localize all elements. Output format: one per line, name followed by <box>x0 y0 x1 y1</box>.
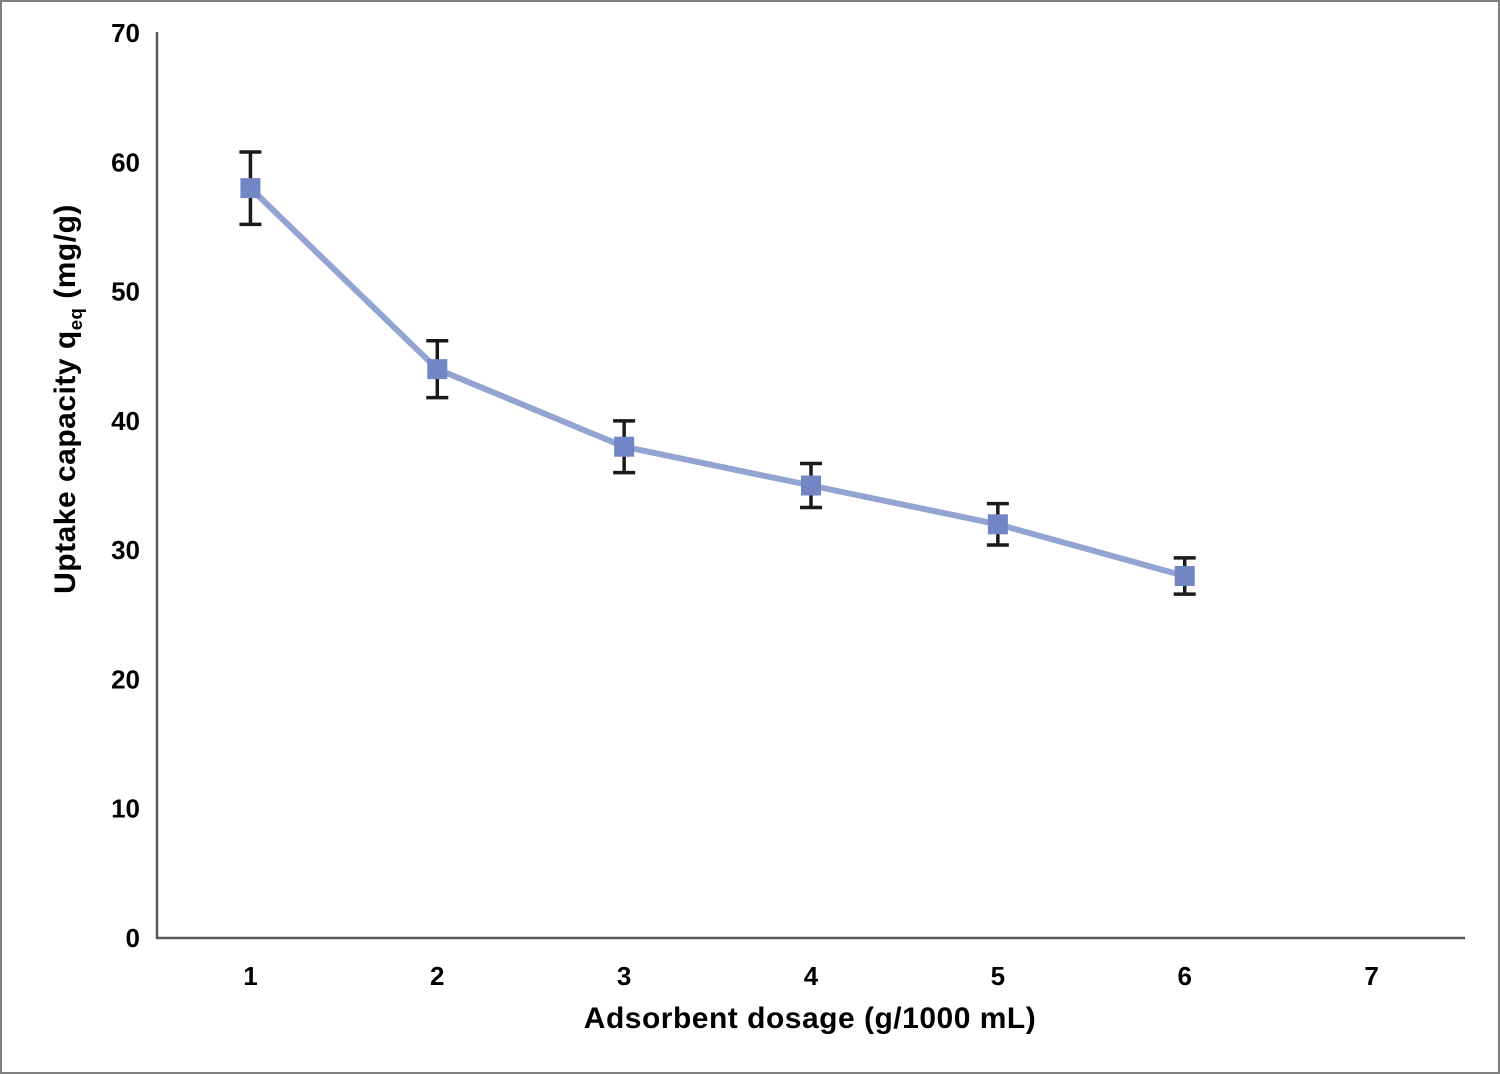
y-tick-label: 50 <box>111 277 140 307</box>
series-line <box>247 185 1188 579</box>
y-tick-label: 60 <box>111 147 140 177</box>
data-point-marker <box>1174 566 1195 586</box>
y-axis-title: Uptake capacity qeq (mg/g) <box>49 204 86 594</box>
data-point-marker <box>240 178 261 199</box>
data-point-marker <box>987 514 1008 535</box>
y-axis-title-units: (mg/g) <box>49 204 82 308</box>
y-axis-title-text: Uptake capacity q <box>49 330 82 594</box>
x-tick-label: 4 <box>804 961 819 991</box>
data-point-marker <box>801 475 821 496</box>
y-tick-label: 70 <box>111 18 140 48</box>
y-tick-label: 10 <box>111 794 140 824</box>
x-tick-label: 6 <box>1177 961 1191 991</box>
data-point-marker <box>427 359 448 380</box>
x-tick-label: 7 <box>1364 961 1378 991</box>
x-tick-label: 3 <box>617 961 631 991</box>
y-tick-label: 20 <box>111 664 140 694</box>
x-tick-label: 1 <box>243 961 257 991</box>
y-tick-label: 0 <box>126 923 140 953</box>
y-tick-label: 30 <box>111 535 140 565</box>
x-axis-title: Adsorbent dosage (g/1000 mL) <box>583 1002 1037 1035</box>
y-tick-label: 40 <box>111 406 140 436</box>
x-tick-label: 2 <box>430 961 444 991</box>
y-axis-title-subscript: eq <box>65 307 86 331</box>
x-tick-label: 5 <box>991 961 1005 991</box>
data-point-marker <box>614 436 635 457</box>
